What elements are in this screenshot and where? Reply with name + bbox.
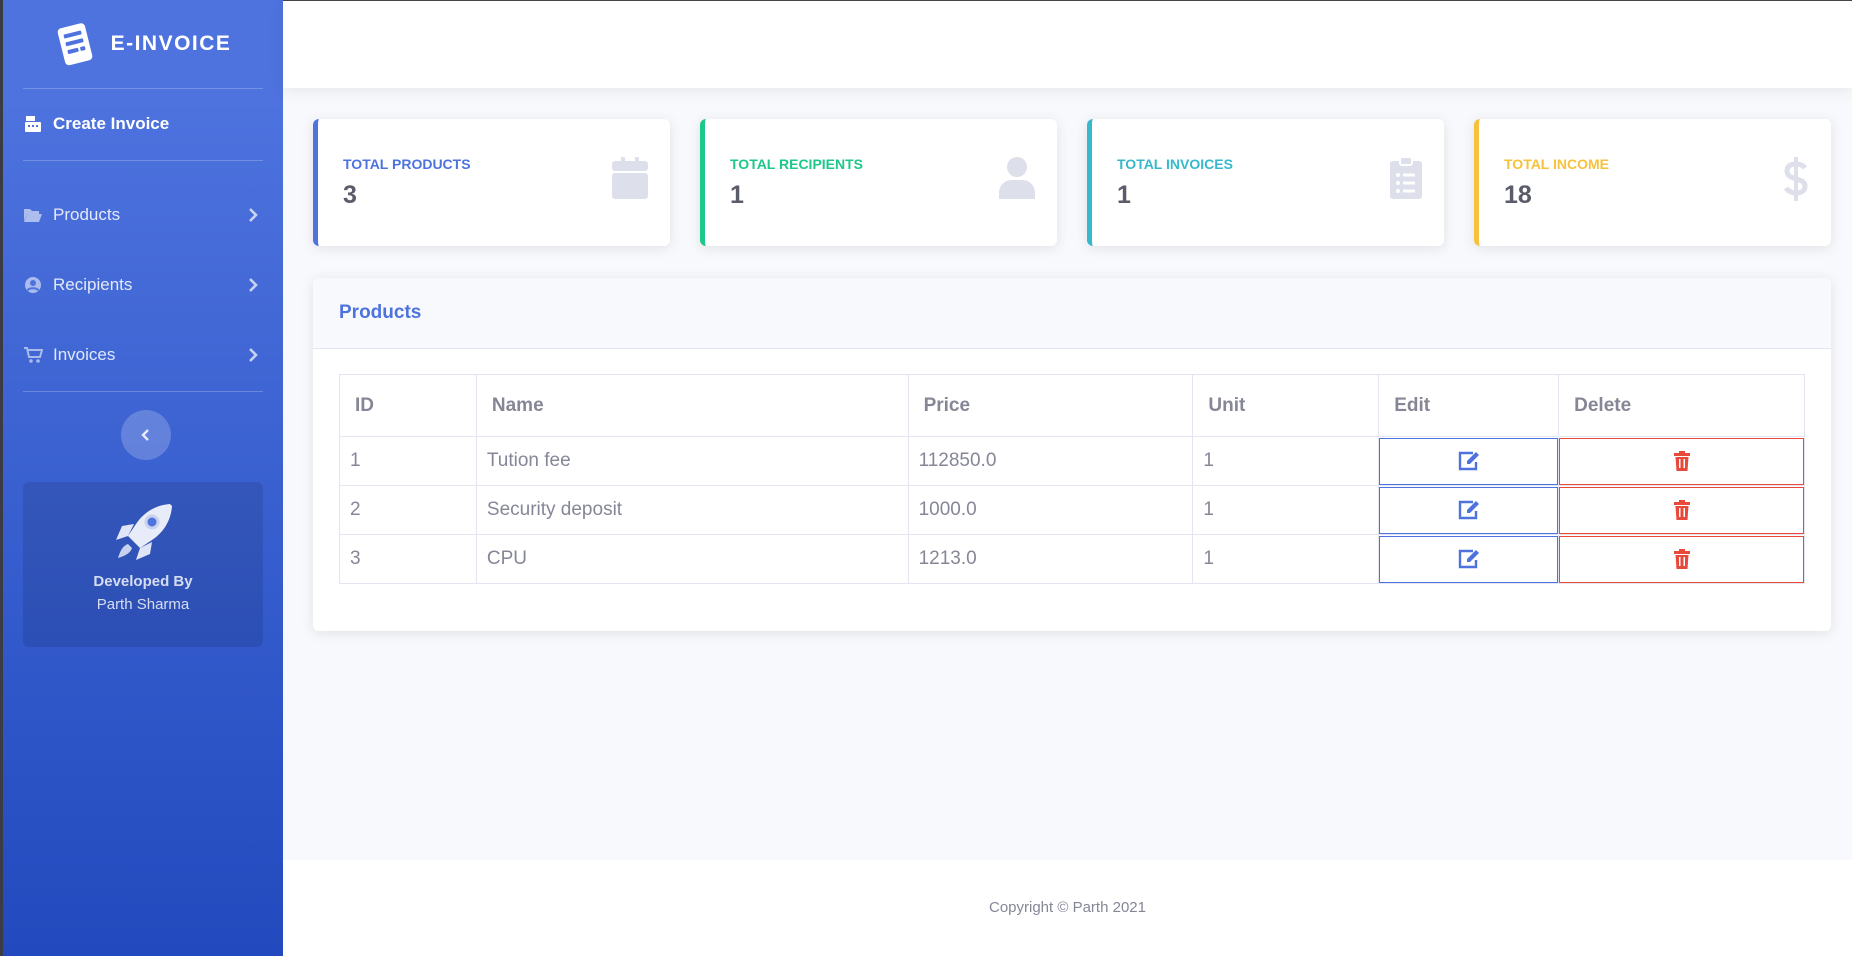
cell-price: 1000.0 xyxy=(907,485,1194,535)
column-header-edit: Edit xyxy=(1378,374,1560,437)
chevron-right-icon xyxy=(249,208,258,222)
table-row: 1 Tution fee 112850.0 1 xyxy=(339,436,1805,486)
cell-name: Tution fee xyxy=(475,436,909,486)
folder-open-icon xyxy=(23,206,43,224)
cell-id: 3 xyxy=(339,534,477,584)
cell-unit: 1 xyxy=(1192,534,1380,584)
rocket-icon xyxy=(116,504,172,560)
delete-button[interactable] xyxy=(1559,486,1804,534)
cell-unit: 1 xyxy=(1192,485,1380,535)
developer-name: Parth Sharma xyxy=(96,596,190,613)
cell-edit xyxy=(1378,534,1560,584)
cash-register-icon xyxy=(23,115,43,133)
copyright-text: Copyright © Parth 2021 xyxy=(989,899,1146,916)
developed-by-label: Developed By xyxy=(93,573,193,590)
cell-edit xyxy=(1378,485,1560,535)
column-header-name: Name xyxy=(475,374,909,437)
card-value: 1 xyxy=(730,181,744,209)
cell-delete xyxy=(1558,436,1805,486)
sidebar-item-label: Create Invoice xyxy=(53,114,170,133)
products-table: ID Name Price Unit Edit Delete 1 Tution … xyxy=(339,374,1805,584)
card-label: TOTAL PRODUCTS xyxy=(343,156,471,172)
invoice-icon xyxy=(57,23,92,66)
cell-delete xyxy=(1558,534,1805,584)
card-label: TOTAL INCOME xyxy=(1504,156,1609,172)
brand[interactable]: E-INVOICE xyxy=(3,0,283,88)
sidebar-divider xyxy=(23,88,263,89)
cell-price: 1213.0 xyxy=(907,534,1194,584)
column-header-delete: Delete xyxy=(1558,374,1805,437)
sidebar-item-label: Recipients xyxy=(53,275,133,294)
column-header-unit: Unit xyxy=(1192,374,1380,437)
cart-icon xyxy=(23,346,43,364)
footer: Copyright © Parth 2021 xyxy=(283,860,1852,956)
cell-edit xyxy=(1378,436,1560,486)
brand-name: E-INVOICE xyxy=(110,32,232,55)
chevron-left-icon xyxy=(141,429,149,441)
dollar-icon xyxy=(1783,157,1808,201)
card-total-income: TOTAL INCOME 18 xyxy=(1474,119,1831,246)
table-row: 2 Security deposit 1000.0 1 xyxy=(339,485,1805,535)
card-total-invoices: TOTAL INVOICES 1 xyxy=(1087,119,1444,246)
card-value: 3 xyxy=(343,181,357,209)
sidebar-item-label: Products xyxy=(53,205,121,224)
card-label: TOTAL RECIPIENTS xyxy=(730,156,864,172)
panel-header: Products xyxy=(313,278,1831,349)
user-circle-icon xyxy=(23,276,43,294)
chevron-right-icon xyxy=(249,278,258,292)
trash-icon xyxy=(1673,500,1690,520)
card-value: 1 xyxy=(1117,181,1131,209)
user-icon xyxy=(999,157,1035,199)
edit-button[interactable] xyxy=(1379,437,1559,485)
topbar xyxy=(283,0,1852,88)
developer-card: Developed By Parth Sharma xyxy=(23,482,263,647)
cell-price: 112850.0 xyxy=(907,436,1194,486)
sidebar: E-INVOICE Create Invoice Products Recipi… xyxy=(0,0,283,956)
panel-title: Products xyxy=(339,302,422,323)
chevron-right-icon xyxy=(249,348,258,362)
card-total-products: TOTAL PRODUCTS 3 xyxy=(313,119,670,246)
edit-icon xyxy=(1458,549,1479,569)
trash-icon xyxy=(1673,549,1690,569)
sidebar-item-create-invoice[interactable]: Create Invoice xyxy=(23,104,263,144)
table-header-row: ID Name Price Unit Edit Delete xyxy=(339,374,1805,437)
products-panel: Products ID Name Price Unit Edit Delete … xyxy=(313,278,1831,631)
column-header-id: ID xyxy=(339,374,477,437)
card-value: 18 xyxy=(1504,181,1532,209)
clipboard-list-icon xyxy=(1390,157,1422,199)
cell-unit: 1 xyxy=(1192,436,1380,486)
sidebar-divider xyxy=(23,391,263,392)
column-header-price: Price xyxy=(907,374,1194,437)
table-row: 3 CPU 1213.0 1 xyxy=(339,534,1805,584)
sidebar-item-invoices[interactable]: Invoices xyxy=(23,335,263,375)
card-label: TOTAL INVOICES xyxy=(1117,156,1233,172)
sidebar-item-label: Invoices xyxy=(53,345,116,364)
sidebar-item-products[interactable]: Products xyxy=(23,195,263,235)
calendar-icon xyxy=(612,157,648,199)
cell-id: 1 xyxy=(339,436,477,486)
trash-icon xyxy=(1673,451,1690,471)
delete-button[interactable] xyxy=(1559,535,1804,583)
sidebar-item-recipients[interactable]: Recipients xyxy=(23,265,263,305)
edit-button[interactable] xyxy=(1379,486,1559,534)
edit-button[interactable] xyxy=(1379,535,1559,583)
card-total-recipients: TOTAL RECIPIENTS 1 xyxy=(700,119,1057,246)
sidebar-divider xyxy=(23,160,263,161)
cell-name: CPU xyxy=(475,534,909,584)
cell-id: 2 xyxy=(339,485,477,535)
edit-icon xyxy=(1458,500,1479,520)
edit-icon xyxy=(1458,451,1479,471)
delete-button[interactable] xyxy=(1559,437,1804,485)
cell-name: Security deposit xyxy=(475,485,909,535)
cell-delete xyxy=(1558,485,1805,535)
sidebar-toggle-button[interactable] xyxy=(121,410,171,460)
